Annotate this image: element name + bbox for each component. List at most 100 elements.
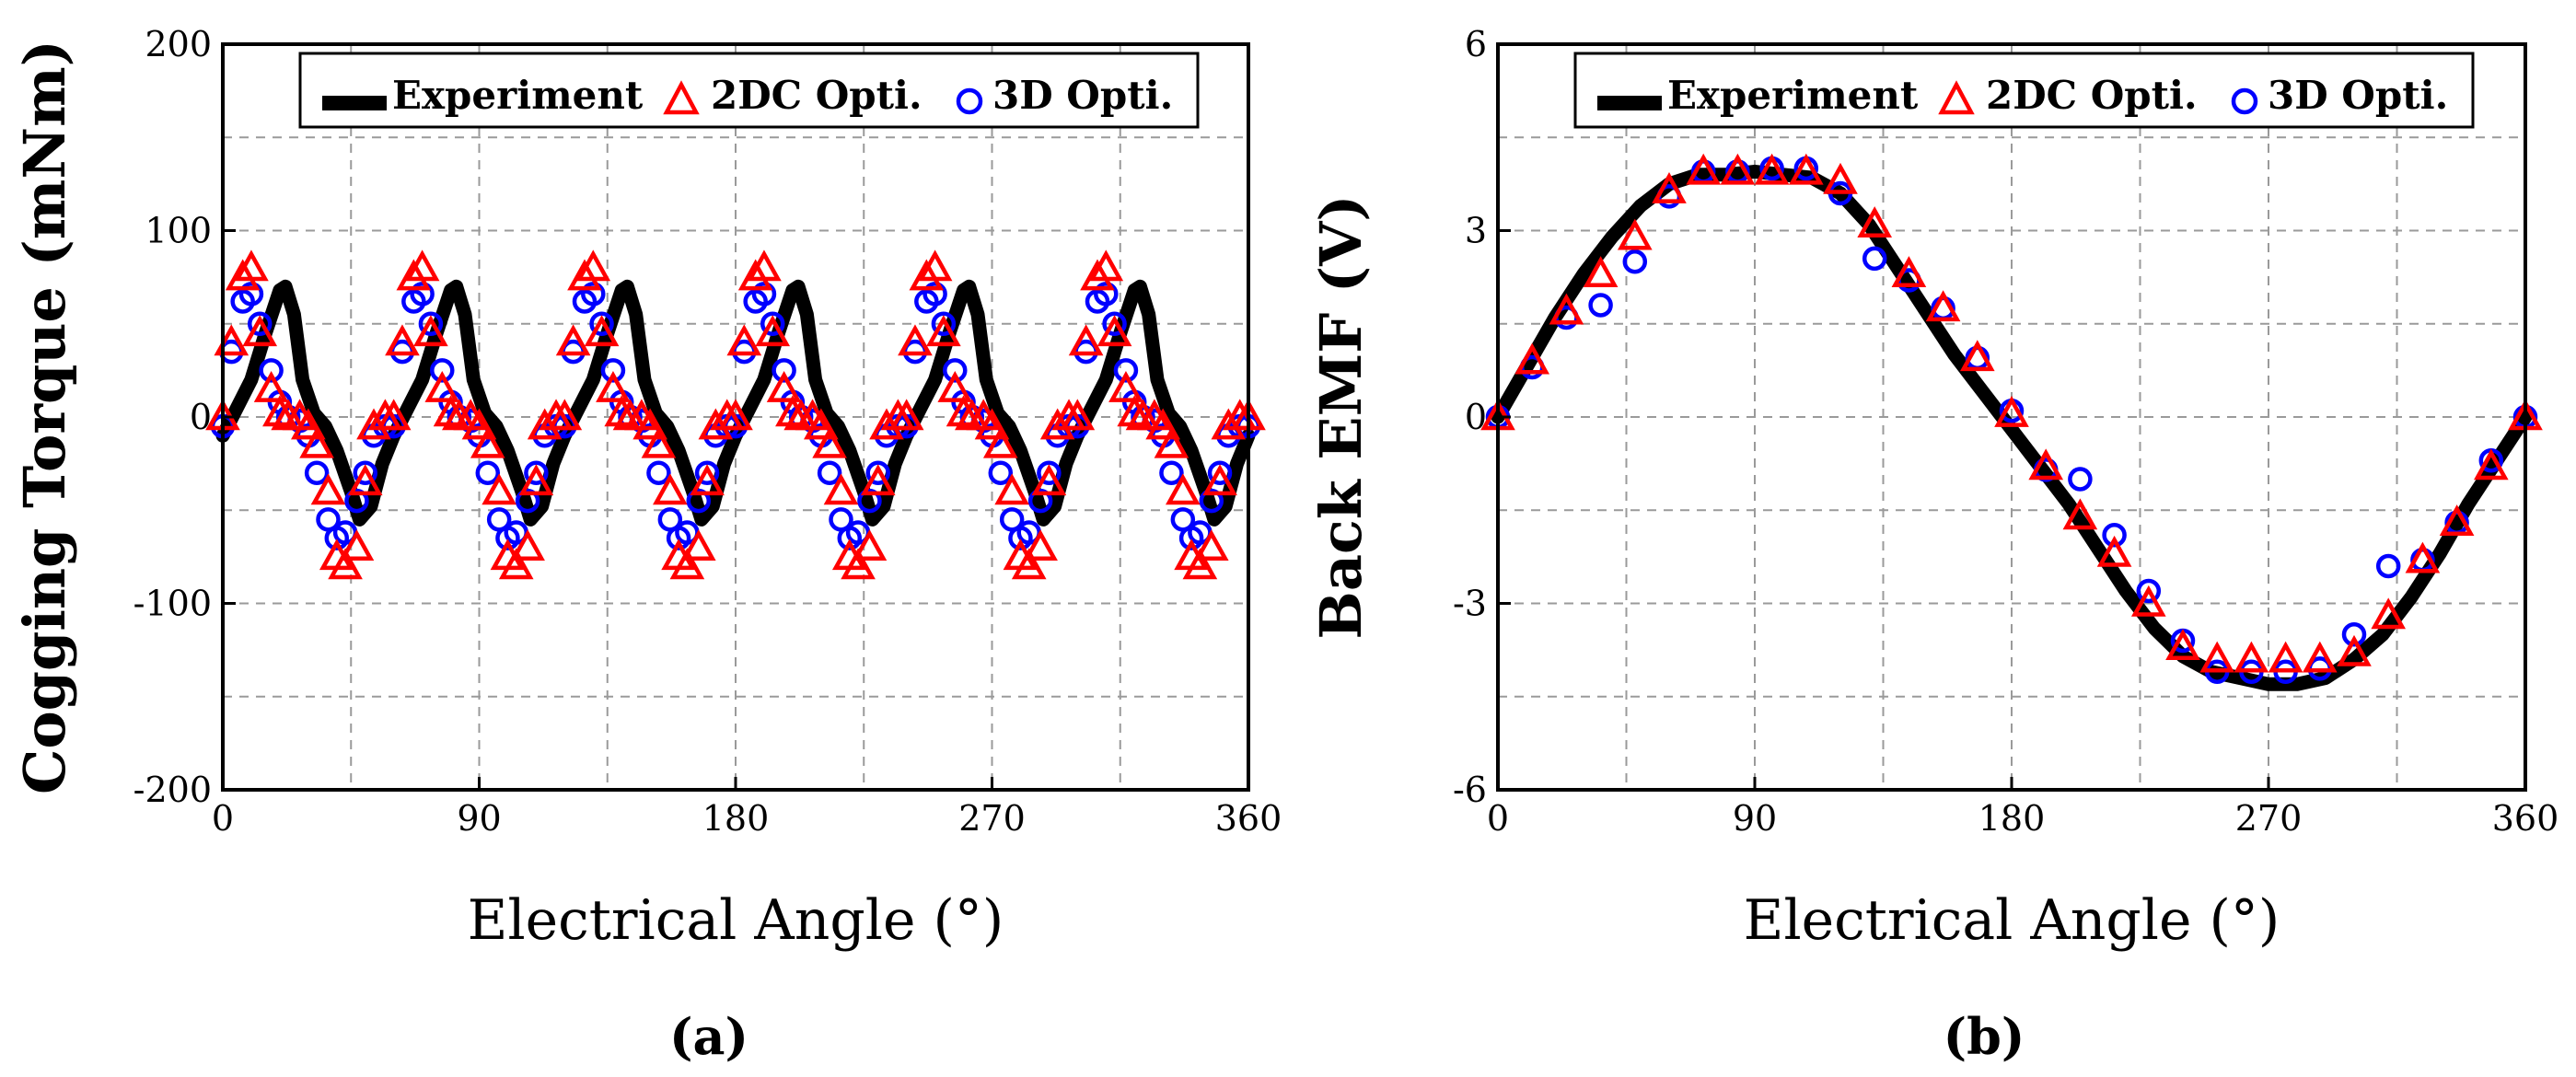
panel-b-legend: Experiment 2DC Opti. 3D Opti. [1573, 52, 2475, 129]
a-point-2dc-opti [328, 548, 363, 580]
a-point-2dc-opti [1088, 249, 1124, 282]
a-point-2dc-opti [299, 426, 334, 458]
a-point-2dc-opti [1023, 529, 1058, 561]
legend-experiment-label: Experiment [392, 73, 644, 118]
y-tick-label: 0 [190, 397, 212, 437]
a-point-3d-opti [238, 282, 264, 307]
a-point-2dc-opti [470, 426, 505, 458]
a-point-2dc-opti [926, 315, 961, 347]
a-point-2dc-opti [604, 395, 640, 427]
b-point-2dc-opti [2473, 448, 2509, 481]
b-point-2dc-opti [2028, 448, 2064, 481]
legend-b-2dc-swatch [1938, 80, 1975, 115]
a-point-2dc-opti [1193, 529, 1229, 561]
a-point-3d-opti [589, 311, 614, 336]
b-point-3d-opti [1622, 249, 1648, 274]
panel-b-legend-box [1573, 52, 2475, 129]
a-point-2dc-opti [1108, 370, 1143, 402]
a-point-2dc-opti [747, 249, 782, 282]
a-point-2dc-opti [396, 259, 432, 291]
a-point-2dc-opti [766, 370, 802, 402]
a-point-2dc-opti [974, 408, 1010, 440]
panel-b-y-axis-label: Back EMF (V) [1307, 194, 1375, 639]
a-point-2dc-opti [737, 259, 773, 291]
b-point-2dc-opti [1514, 342, 1550, 375]
y-tick-label: 200 [145, 24, 212, 64]
b-point-2dc-opti [1925, 290, 1961, 322]
panel-b-ticks: 0 90 180 270 360 -6 -3 0 3 6 [1453, 24, 2559, 839]
y-tick-label: 100 [145, 211, 212, 251]
a-point-3d-opti [931, 311, 957, 336]
a-point-2dc-opti [1202, 464, 1237, 496]
a-point-2dc-opti [376, 399, 412, 431]
a-point-2dc-opti [852, 529, 888, 561]
b-point-3d-opti [1588, 293, 1613, 318]
a-point-2dc-opti [225, 259, 261, 291]
panel-a-legend: Experiment 2DC Opti. 3D Opti. [298, 52, 1200, 129]
a-point-2dc-opti [775, 395, 810, 427]
y-tick-label: -200 [133, 770, 212, 810]
a-point-2dc-opti [917, 249, 953, 282]
b-point-2dc-opti [2130, 585, 2166, 617]
a-point-2dc-opti [461, 408, 497, 440]
a-point-3d-opti [1159, 460, 1184, 485]
panel-a-x-axis-label: Electrical Angle (°) [468, 888, 1004, 953]
a-point-3d-opti [686, 488, 712, 514]
a-point-2dc-opti [937, 370, 973, 402]
x-tick-label: 180 [1978, 798, 2046, 839]
a-point-2dc-opti [424, 370, 460, 402]
a-point-3d-opti [524, 460, 549, 485]
a-point-3d-opti [943, 358, 968, 383]
a-point-2dc-opti [860, 464, 896, 496]
a-point-2dc-opti [641, 426, 677, 458]
y-tick-label: 0 [1465, 397, 1487, 437]
b-point-2dc-opti [1617, 218, 1653, 250]
a-point-2dc-opti [547, 399, 583, 431]
x-tick-label: 360 [1215, 798, 1282, 839]
a-point-3d-opti [344, 488, 369, 514]
b-point-2dc-opti [1583, 256, 1619, 287]
a-point-3d-opti [600, 358, 626, 383]
legend-b-3d-label: 3D Opti. [2268, 73, 2448, 118]
a-point-2dc-opti [498, 548, 534, 580]
y-tick-label: -3 [1453, 584, 1487, 624]
b-point-2dc-opti [2337, 634, 2372, 666]
b-point-2dc-opti [2234, 641, 2269, 673]
a-point-2dc-opti [1154, 426, 1189, 458]
b-point-2dc-opti [1686, 153, 1722, 185]
b-point-2dc-opti [1891, 256, 1927, 287]
panel-a-y-axis-label: Cogging Torque (mNm) [11, 40, 78, 794]
a-point-3d-opti [581, 282, 606, 307]
a-point-2dc-opti [1011, 548, 1047, 580]
panel-a-legend-box [298, 52, 1200, 129]
a-point-2dc-opti [690, 464, 725, 496]
a-point-3d-opti [1037, 460, 1062, 485]
a-point-3d-opti [1027, 488, 1053, 514]
a-point-3d-opti [865, 460, 890, 485]
legend-2dc-swatch [663, 80, 700, 115]
a-point-3d-opti [1094, 282, 1119, 307]
panel-b-caption: (b) [1944, 1007, 2025, 1066]
a-point-2dc-opti [755, 315, 791, 347]
legend-3d-swatch [956, 87, 983, 115]
panel-b-grid [1498, 44, 2525, 790]
panel-a-caption: (a) [669, 1007, 748, 1066]
a-point-3d-opti [1102, 311, 1127, 336]
a-point-3d-opti [857, 488, 882, 514]
b-point-2dc-opti [2062, 498, 2098, 530]
a-point-3d-opti [760, 311, 785, 336]
b-point-2dc-opti [1549, 293, 1584, 325]
a-point-2dc-opti [385, 324, 420, 356]
a-point-3d-opti [304, 460, 330, 485]
y-tick-label: -6 [1453, 770, 1487, 810]
b-point-3d-opti [2375, 553, 2401, 579]
a-point-2dc-opti [632, 408, 667, 440]
b-point-2dc-opti [1857, 206, 1893, 237]
a-point-2dc-opti [1182, 548, 1218, 580]
a-point-2dc-opti [653, 473, 688, 505]
b-point-2dc-opti [2405, 541, 2441, 573]
a-point-3d-opti [515, 488, 540, 514]
a-point-2dc-opti [253, 370, 289, 402]
a-point-2dc-opti [804, 408, 839, 440]
x-tick-label: 270 [2235, 798, 2303, 839]
